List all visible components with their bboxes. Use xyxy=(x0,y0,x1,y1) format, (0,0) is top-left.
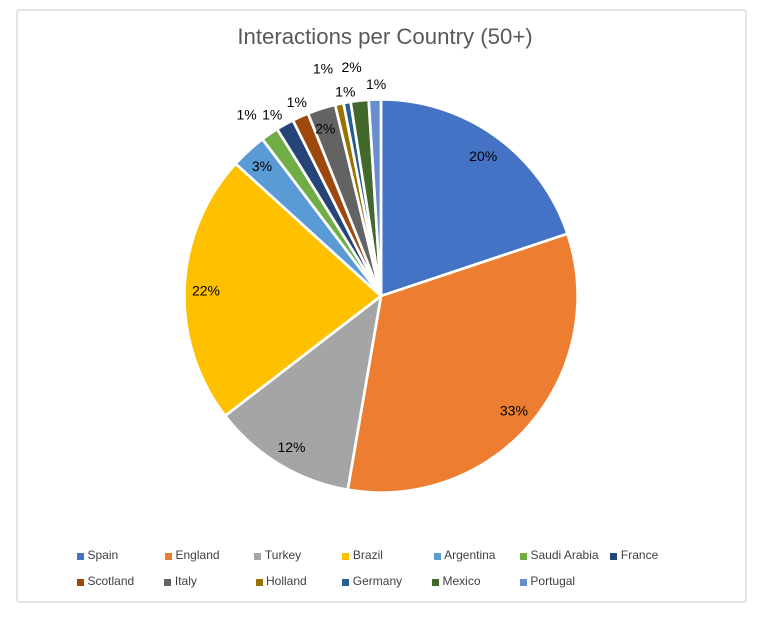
svg-text:3%: 3% xyxy=(252,158,272,174)
svg-text:20%: 20% xyxy=(469,148,497,164)
svg-text:22%: 22% xyxy=(192,283,220,299)
svg-text:1%: 1% xyxy=(236,107,256,123)
svg-text:1%: 1% xyxy=(287,94,307,110)
svg-text:2%: 2% xyxy=(315,120,335,136)
svg-text:1%: 1% xyxy=(335,83,355,99)
svg-text:12%: 12% xyxy=(277,439,305,455)
svg-text:33%: 33% xyxy=(500,402,528,418)
svg-text:1%: 1% xyxy=(262,107,282,123)
svg-text:2%: 2% xyxy=(341,59,361,75)
svg-text:1%: 1% xyxy=(366,76,386,92)
svg-text:1%: 1% xyxy=(313,60,333,76)
